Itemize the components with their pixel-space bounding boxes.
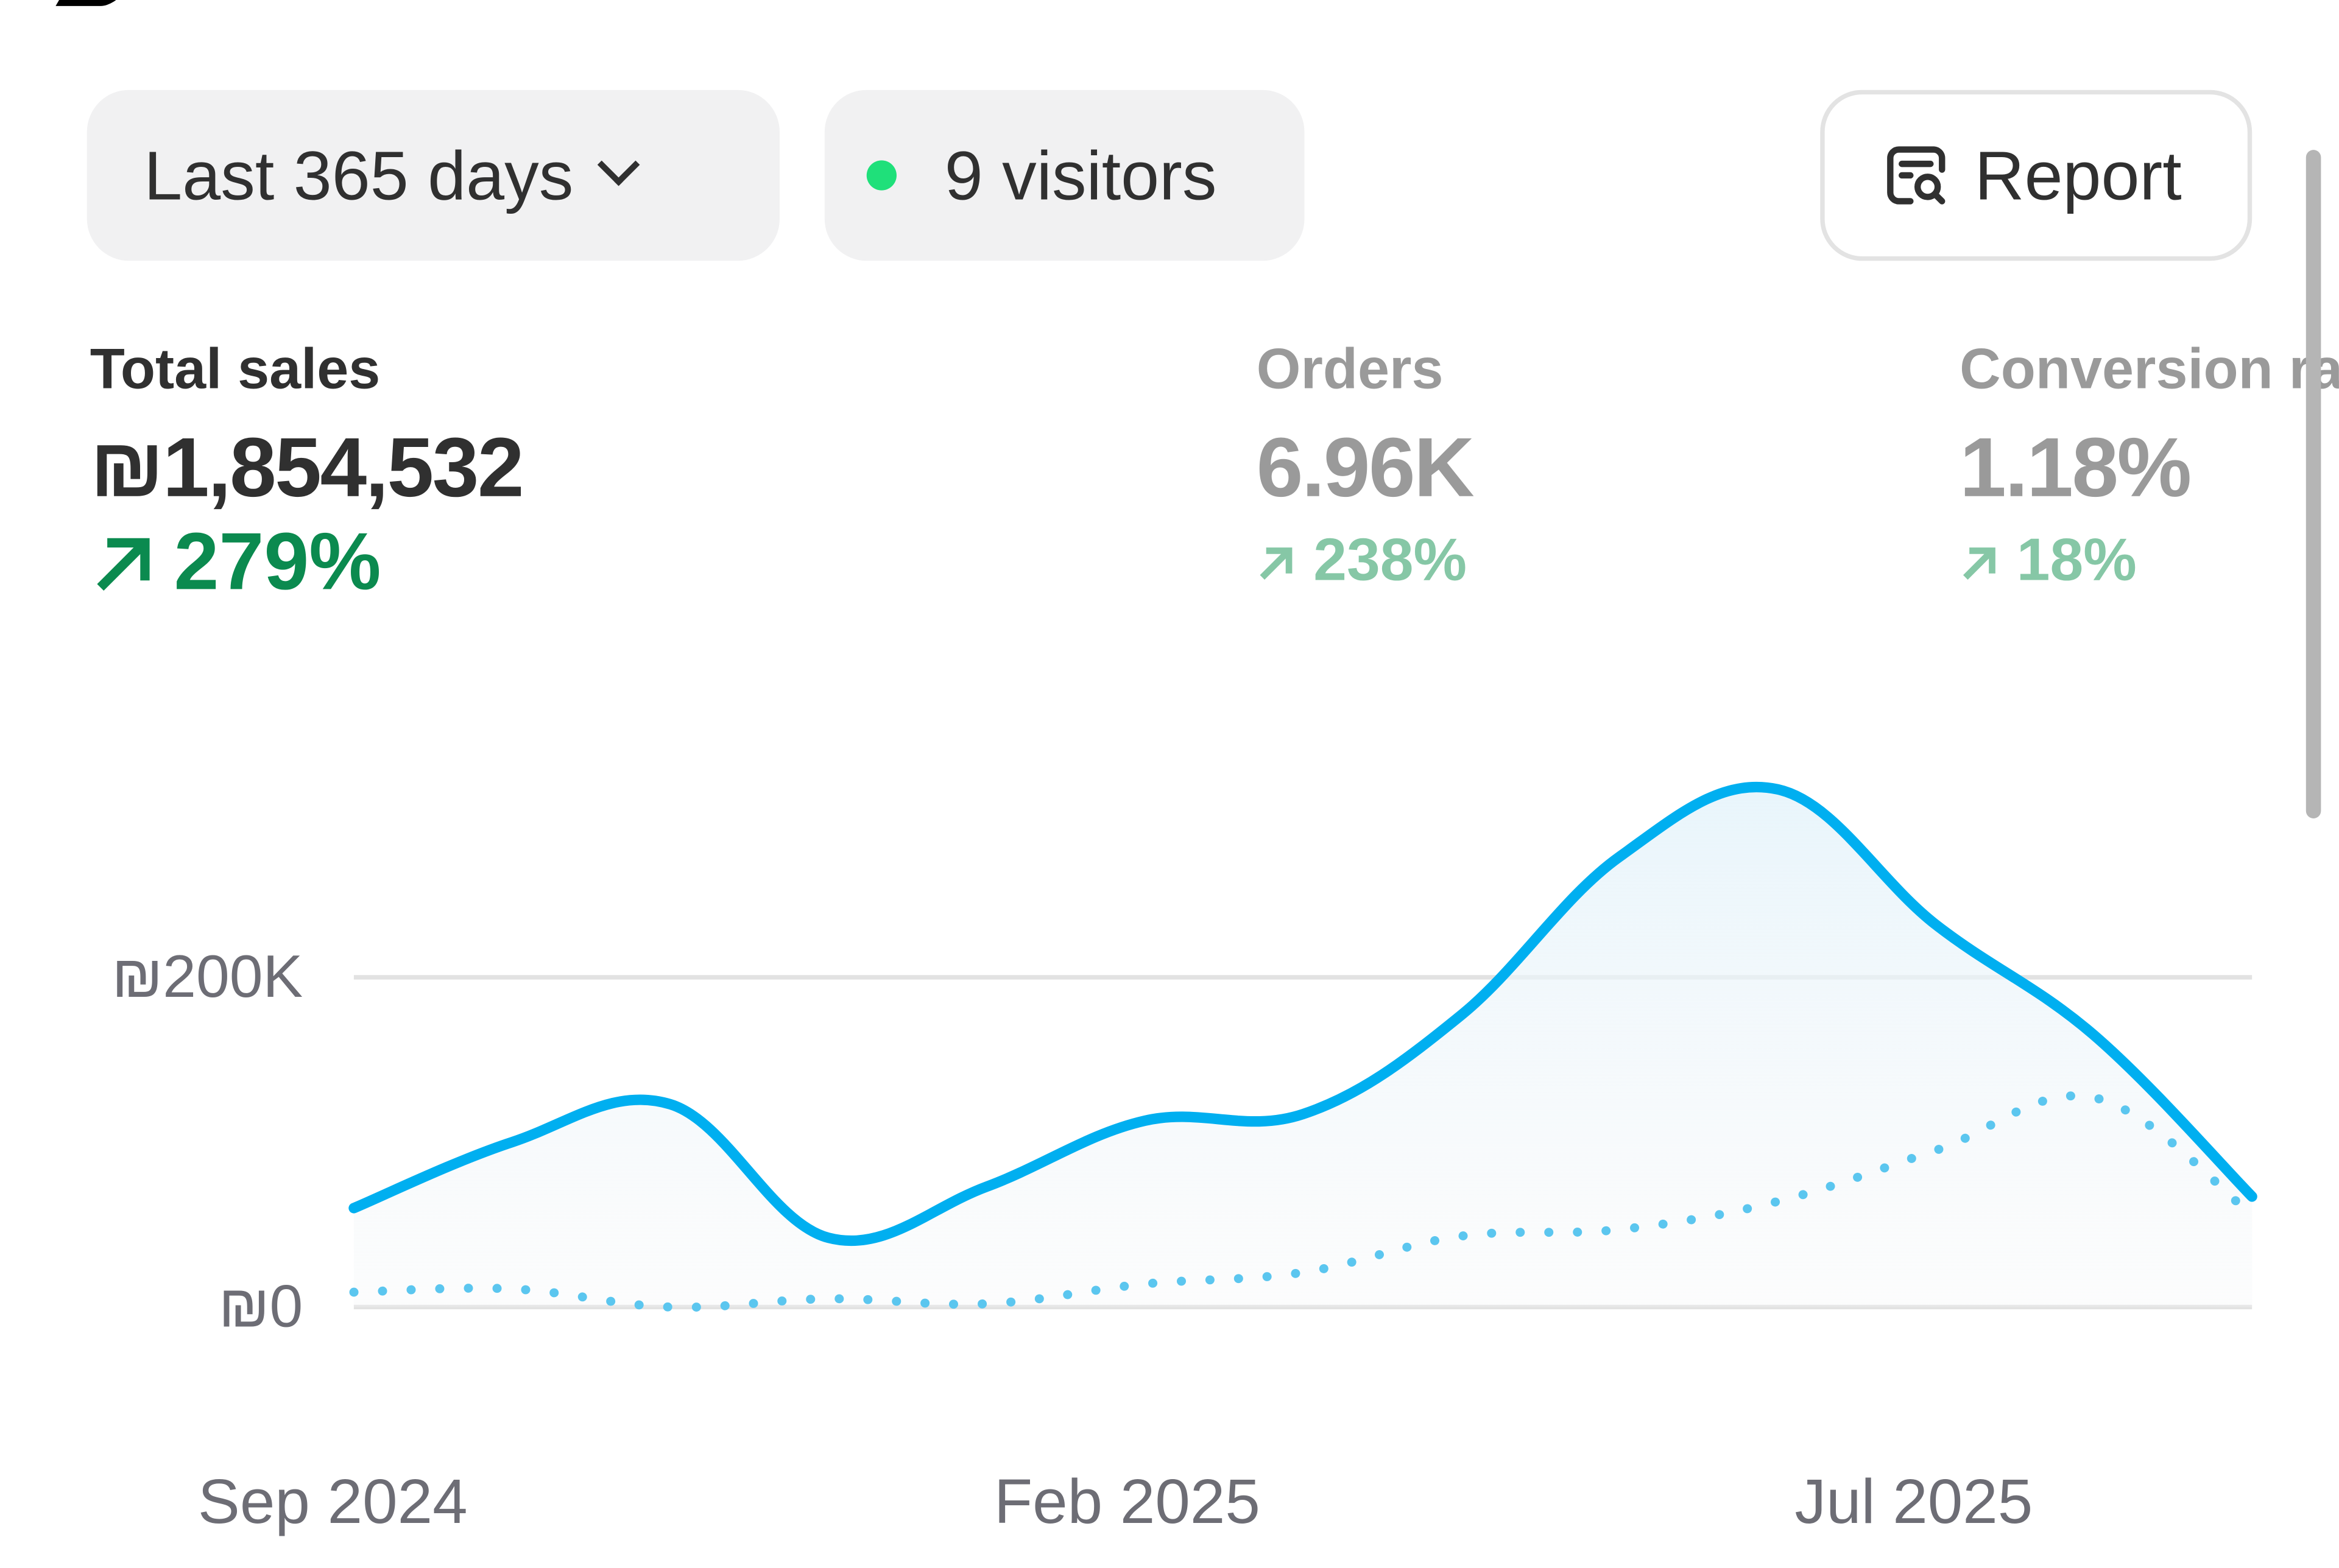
x-tick-label: Jul 2025 xyxy=(1794,1466,2033,1537)
metric-value: 6.96K xyxy=(1256,420,1475,515)
arrow-up-right-icon xyxy=(97,538,150,591)
previous-period-line xyxy=(349,1091,2257,1312)
metric-change-value: 279% xyxy=(174,517,381,607)
y-tick-label: ₪200K xyxy=(111,944,303,1011)
report-label: Report xyxy=(1974,136,2182,214)
x-tick-label: Sep 2024 xyxy=(197,1466,468,1537)
visitors-label: 9 visitors xyxy=(944,136,1217,214)
report-search-icon xyxy=(1887,146,1946,205)
live-dot-icon xyxy=(866,160,897,191)
arrow-up-right-icon xyxy=(1260,546,1293,579)
metric-conversion-rate[interactable]: Conversion rate 1.18% 18% xyxy=(1960,339,2339,595)
metric-label: Total sales xyxy=(90,339,381,402)
metric-value: ₪1,854,532 xyxy=(90,420,524,515)
metric-change-value: 18% xyxy=(2016,527,2137,594)
metric-change: 279% xyxy=(90,516,523,609)
metric-label: Orders xyxy=(1256,339,1444,402)
metric-total-sales[interactable]: Total sales ₪1,854,532 279% xyxy=(90,339,524,609)
metric-change: 238% xyxy=(1257,527,1473,595)
y-tick-label: ₪0 xyxy=(218,1274,303,1340)
scrollbar[interactable] xyxy=(2305,150,2321,818)
arrow-up-right-icon xyxy=(1963,546,1995,579)
sales-area-fill xyxy=(353,787,2253,1307)
current-period-line xyxy=(348,781,2257,1246)
metric-value: 1.18% xyxy=(1960,420,2192,515)
report-button[interactable]: Report xyxy=(1820,90,2253,261)
date-range-label: Last 365 days xyxy=(144,136,574,214)
date-range-dropdown[interactable]: Last 365 days xyxy=(86,90,780,261)
metric-change-value: 238% xyxy=(1313,527,1467,594)
metric-orders[interactable]: Orders 6.96K 238% xyxy=(1256,339,1475,595)
metric-change: 18% xyxy=(1960,527,2339,595)
live-visitors-button[interactable]: 9 visitors xyxy=(824,90,1305,261)
x-tick-label: Feb 2025 xyxy=(993,1466,1260,1537)
metric-label: Conversion rate xyxy=(1960,339,2339,402)
